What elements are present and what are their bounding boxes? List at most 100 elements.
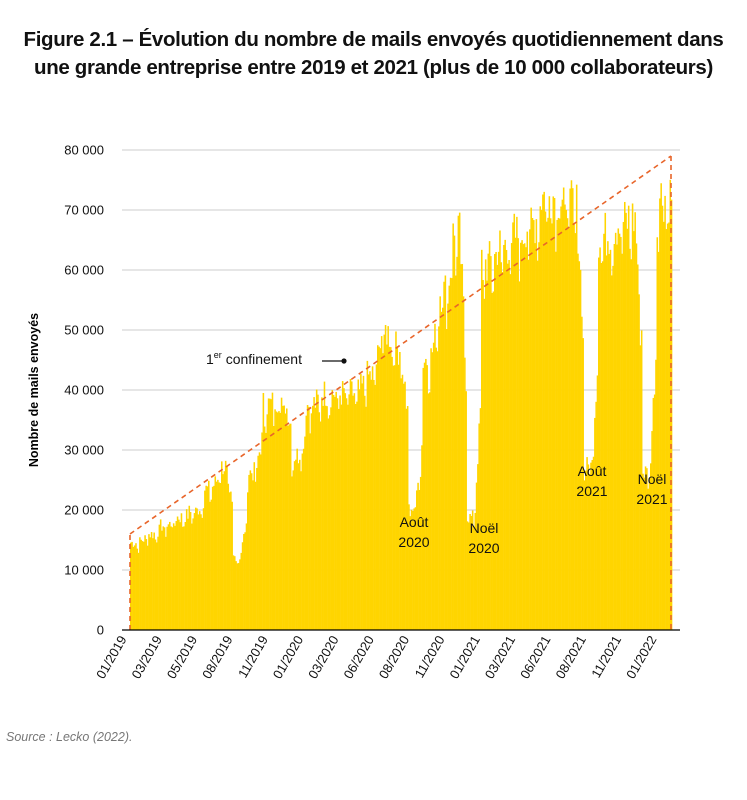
daily-bar	[312, 405, 314, 630]
daily-bar	[374, 384, 376, 630]
daily-bar	[205, 485, 207, 630]
daily-bar	[187, 518, 189, 630]
daily-bar	[648, 478, 651, 630]
y-tick-label: 30 000	[64, 443, 104, 458]
daily-bar	[335, 391, 337, 630]
daily-bar	[143, 541, 145, 630]
daily-bar	[642, 473, 644, 630]
daily-bar	[297, 463, 300, 630]
daily-bar	[260, 454, 262, 630]
daily-bar	[308, 406, 310, 630]
daily-bar	[607, 241, 609, 630]
daily-bar	[529, 229, 531, 630]
daily-bar	[479, 408, 482, 630]
daily-bar	[223, 471, 226, 630]
daily-bar	[444, 275, 447, 630]
daily-bar	[349, 379, 352, 630]
daily-bar	[315, 389, 318, 630]
daily-bar	[162, 526, 165, 630]
daily-bar	[596, 375, 599, 630]
daily-bar	[232, 555, 235, 630]
daily-bar	[243, 533, 245, 630]
daily-bar	[182, 526, 184, 630]
daily-bar	[247, 492, 249, 630]
daily-bar	[461, 263, 464, 630]
daily-bar	[577, 253, 579, 630]
daily-bar	[384, 325, 387, 630]
y-tick-label: 40 000	[64, 383, 104, 398]
daily-bar	[219, 483, 222, 630]
daily-bar	[296, 448, 298, 630]
daily-bar	[517, 238, 519, 630]
daily-bar	[533, 220, 535, 630]
daily-bar	[353, 393, 356, 630]
daily-bar	[393, 365, 396, 630]
daily-bar	[267, 398, 270, 630]
daily-bar	[326, 406, 328, 630]
daily-bar	[503, 244, 505, 630]
daily-bar	[587, 464, 590, 630]
daily-bar	[271, 392, 274, 630]
daily-bar	[544, 211, 547, 630]
daily-bar	[184, 522, 187, 630]
daily-bar	[451, 278, 453, 630]
daily-bar	[341, 381, 344, 630]
daily-bar	[159, 519, 162, 630]
daily-bar	[149, 537, 152, 630]
daily-bar	[565, 209, 568, 630]
daily-bar	[240, 552, 243, 630]
daily-bar	[171, 527, 174, 630]
daily-bar	[230, 491, 232, 630]
x-tick-label: 03/2019	[128, 633, 164, 681]
daily-bar	[414, 507, 417, 630]
daily-bar	[601, 261, 604, 630]
daily-bar	[356, 401, 358, 630]
daily-bar	[633, 231, 635, 630]
daily-bar	[289, 423, 292, 630]
daily-bar	[568, 228, 570, 630]
daily-bar	[201, 517, 204, 630]
daily-bar	[423, 362, 426, 630]
daily-bar	[534, 243, 536, 630]
daily-bar	[196, 508, 198, 630]
daily-bar	[516, 216, 518, 631]
daily-bar	[440, 311, 443, 630]
daily-bar	[300, 471, 302, 630]
daily-bar	[635, 243, 638, 630]
daily-bar	[631, 203, 634, 631]
daily-bar	[208, 480, 210, 630]
daily-bar	[653, 394, 656, 630]
daily-bar	[570, 180, 573, 630]
daily-bar	[625, 212, 627, 630]
daily-bar	[624, 201, 626, 630]
daily-bar	[248, 474, 250, 630]
daily-bar	[249, 470, 252, 630]
x-tick-label: 08/2019	[199, 633, 235, 681]
daily-bar	[386, 344, 388, 630]
daily-bar	[278, 411, 280, 630]
daily-bar	[354, 404, 357, 630]
y-tick-label: 10 000	[64, 563, 104, 578]
daily-bar	[347, 404, 349, 630]
daily-bar	[442, 307, 444, 630]
daily-bar	[403, 383, 405, 630]
daily-bar	[460, 264, 462, 630]
daily-bar	[546, 221, 548, 630]
daily-bar	[140, 539, 142, 630]
daily-bar	[535, 219, 538, 630]
daily-bar	[257, 455, 259, 630]
daily-bar	[210, 499, 213, 630]
daily-bar	[539, 206, 542, 630]
chart: 0 10 000 20 000 30 000 40 000 50 000 60 000 70 …	[27, 143, 680, 681]
daily-bar	[484, 259, 487, 630]
daily-bar	[611, 275, 613, 630]
daily-bar	[512, 222, 514, 630]
daily-bar	[639, 345, 642, 630]
daily-bar	[288, 424, 291, 630]
daily-bar	[157, 536, 159, 630]
daily-bar	[582, 338, 584, 630]
daily-bar	[361, 383, 363, 630]
daily-bar	[360, 374, 362, 630]
x-tick-label: 08/2020	[376, 633, 412, 681]
y-tick-label: 50 000	[64, 323, 104, 338]
